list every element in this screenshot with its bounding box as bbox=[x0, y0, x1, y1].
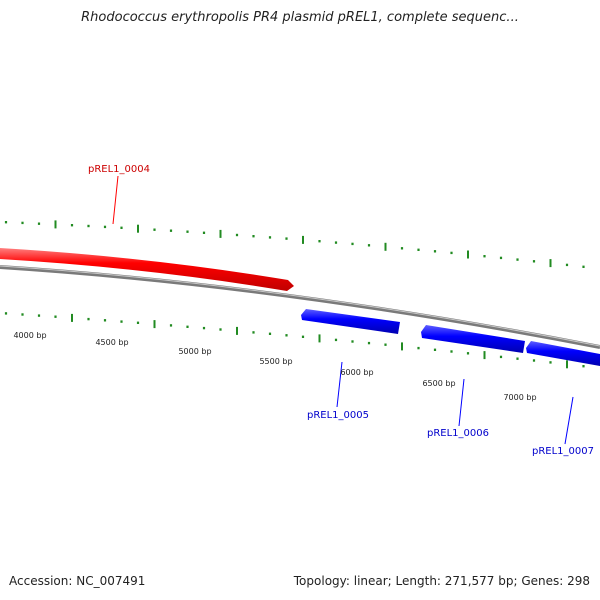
gene-label-pREL1_0007[interactable]: pREL1_0007 bbox=[532, 446, 594, 457]
backbone-line bbox=[0, 265, 600, 349]
scale-label-4000: 4000 bp bbox=[13, 331, 46, 340]
scale-label-5000: 5000 bp bbox=[178, 347, 211, 356]
gene-arrow-pREL1_0006[interactable] bbox=[421, 325, 525, 353]
accession-text: Accession: NC_007491 bbox=[9, 574, 146, 588]
label-leader-pREL1_0004 bbox=[112, 175, 119, 225]
gene-label-pREL1_0004[interactable]: pREL1_0004 bbox=[88, 164, 150, 175]
scale-label-4500: 4500 bp bbox=[95, 338, 128, 347]
gene-label-pREL1_0005[interactable]: pREL1_0005 bbox=[307, 410, 369, 421]
gene-arrow-pREL1_0007[interactable] bbox=[526, 341, 600, 366]
scale-label-7000: 7000 bp bbox=[503, 393, 536, 402]
label-leader-pREL1_0006 bbox=[458, 378, 465, 427]
gene-arrow-pREL1_0005[interactable] bbox=[301, 309, 400, 334]
outer-tick-ring bbox=[4, 220, 585, 268]
gene-arrow-pREL1_0004[interactable] bbox=[0, 248, 294, 291]
label-leader-pREL1_0007 bbox=[564, 396, 574, 445]
backbone-highlight bbox=[0, 265, 600, 347]
scale-label-6000: 6000 bp bbox=[340, 368, 373, 377]
topology-summary-text: Topology: linear; Length: 271,577 bp; Ge… bbox=[293, 574, 590, 588]
gene-label-pREL1_0006[interactable]: pREL1_0006 bbox=[427, 428, 489, 439]
inner-tick-ring bbox=[4, 312, 585, 369]
label-leader-pREL1_0005 bbox=[336, 361, 343, 408]
scale-label-5500: 5500 bp bbox=[259, 357, 292, 366]
map-title: Rhodococcus erythropolis PR4 plasmid pRE… bbox=[81, 10, 519, 25]
scale-label-6500: 6500 bp bbox=[422, 379, 455, 388]
